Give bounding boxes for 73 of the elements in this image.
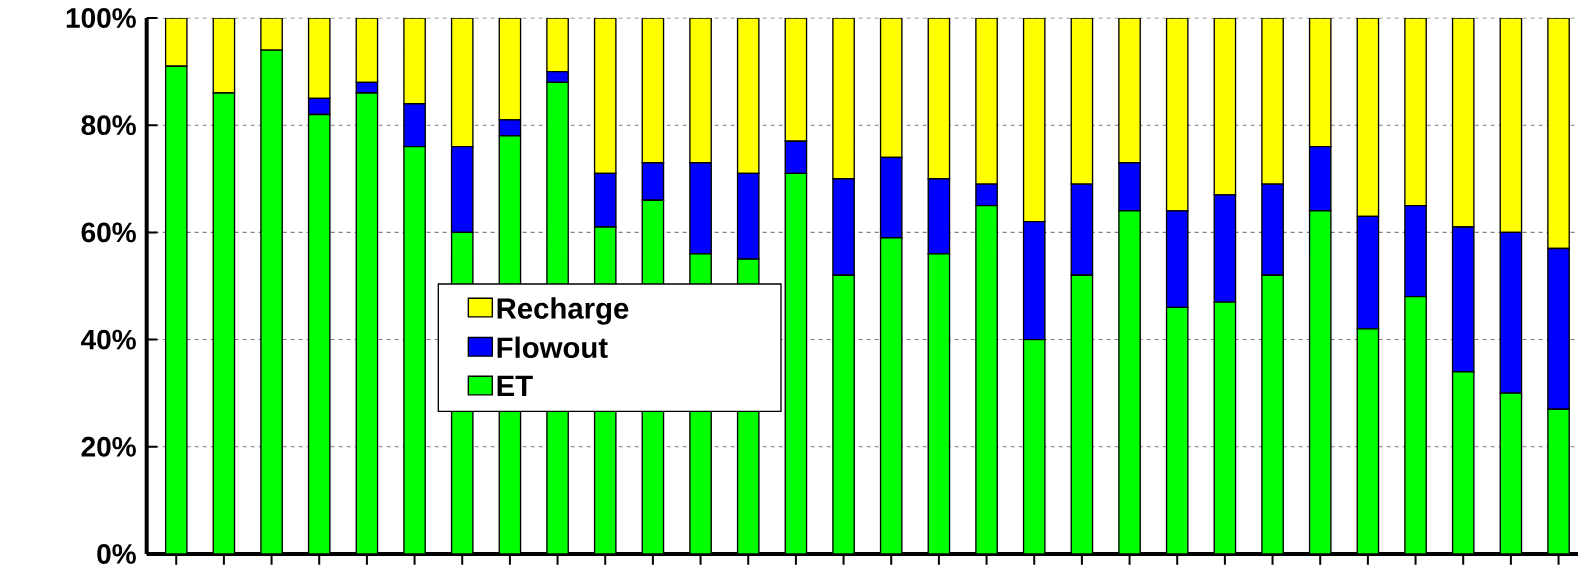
bar (1451, 17, 1475, 228)
legend-label: Recharge (497, 297, 629, 325)
bar (1547, 17, 1570, 250)
legend-label: ET (497, 375, 533, 396)
bar (784, 140, 808, 175)
bar (879, 17, 903, 159)
bar (164, 17, 188, 67)
bar (1165, 17, 1189, 212)
bar (1118, 210, 1141, 554)
bar (1070, 17, 1094, 185)
bar (1261, 274, 1284, 554)
bar (212, 92, 236, 554)
y-tick-label: 80% (81, 115, 136, 136)
bar (879, 156, 903, 239)
bar (832, 17, 855, 180)
bar (450, 17, 474, 148)
bar (164, 65, 188, 554)
bar (403, 17, 426, 105)
bar (1308, 145, 1332, 212)
bar (784, 17, 808, 142)
bar (1165, 306, 1189, 554)
bar (1451, 371, 1475, 554)
bar (927, 253, 951, 554)
bar (1022, 17, 1046, 223)
bar (593, 172, 617, 228)
bar (498, 119, 522, 137)
bar (1308, 210, 1332, 554)
bar (212, 17, 236, 94)
bar (927, 17, 951, 180)
bar (498, 17, 522, 121)
bar (975, 183, 998, 207)
y-tick-label: 60% (81, 222, 136, 243)
bar (1356, 328, 1380, 554)
bar (307, 113, 331, 554)
bar (1213, 301, 1237, 554)
bar (689, 17, 712, 164)
y-tick-label: 100% (66, 8, 136, 28)
bar (1308, 17, 1332, 148)
legend-label: Flowout (497, 336, 608, 359)
y-tick-label: 0% (97, 544, 136, 564)
bar (832, 274, 855, 554)
bar (736, 17, 760, 175)
bar (593, 17, 617, 175)
bar (1022, 338, 1046, 554)
bar (403, 103, 426, 148)
bar (975, 204, 998, 554)
bar (1499, 392, 1523, 554)
bar (260, 49, 283, 554)
bar (1070, 274, 1094, 554)
bar (307, 17, 331, 100)
bar (1356, 17, 1380, 217)
bar (975, 17, 998, 185)
bar (1261, 17, 1284, 185)
bar (1404, 296, 1427, 554)
bar (1213, 17, 1237, 196)
bar (1499, 17, 1523, 234)
bar (546, 70, 569, 83)
y-tick-label: 40% (81, 329, 136, 350)
y-tick-label: 20% (81, 436, 136, 457)
bar (784, 172, 808, 554)
bar (403, 145, 426, 554)
bar (307, 97, 331, 116)
bar (546, 17, 569, 73)
bar (1118, 17, 1141, 164)
bar (450, 145, 474, 234)
bar (355, 17, 379, 83)
bar (1404, 17, 1427, 207)
bar (879, 237, 903, 554)
bar (641, 17, 665, 164)
bar (641, 162, 665, 201)
bar (1118, 162, 1141, 212)
bar (355, 92, 379, 554)
bar (1547, 408, 1570, 554)
